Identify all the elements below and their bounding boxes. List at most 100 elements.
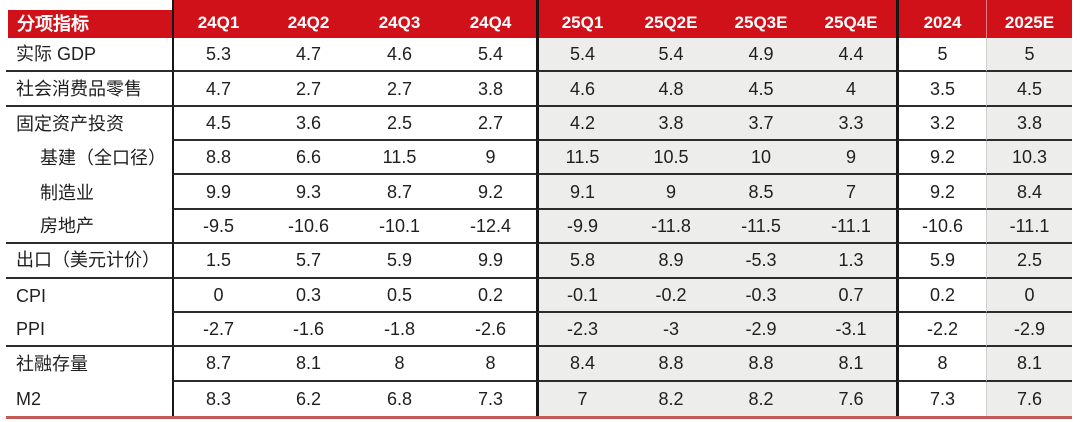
value-cell: 5.9 bbox=[896, 244, 986, 279]
row-label: 出口（美元计价） bbox=[6, 244, 172, 279]
value-cell: 8 bbox=[445, 347, 536, 382]
column-header: 25Q1 bbox=[536, 0, 626, 38]
value-cell: 4.5 bbox=[986, 72, 1072, 107]
value-cell: 8.8 bbox=[626, 347, 716, 382]
value-cell: 4.4 bbox=[806, 38, 896, 73]
value-cell: 9.2 bbox=[896, 141, 986, 176]
value-cell: 1.3 bbox=[806, 244, 896, 279]
value-cell: 4.9 bbox=[716, 38, 806, 73]
value-cell: 3.8 bbox=[445, 72, 536, 107]
value-cell: 2.5 bbox=[986, 244, 1072, 279]
column-header: 25Q3E bbox=[716, 0, 806, 38]
value-cell: 2.7 bbox=[445, 106, 536, 142]
value-cell: 5.3 bbox=[172, 38, 263, 73]
value-cell: 8.3 bbox=[172, 381, 263, 416]
value-cell: 5.8 bbox=[536, 244, 626, 279]
value-cell: 0.5 bbox=[354, 278, 445, 313]
row-label: 房地产 bbox=[6, 209, 172, 245]
value-cell: 9.9 bbox=[445, 244, 536, 279]
value-cell: 4.5 bbox=[716, 72, 806, 107]
value-cell: 3.5 bbox=[896, 72, 986, 107]
column-header: 24Q1 bbox=[172, 0, 263, 38]
value-cell: 4.2 bbox=[536, 106, 626, 142]
value-cell: 7.6 bbox=[806, 381, 896, 416]
value-cell: -2.7 bbox=[172, 312, 263, 348]
row-label: M2 bbox=[6, 381, 172, 416]
value-cell: 7 bbox=[536, 381, 626, 416]
value-cell: 8.1 bbox=[263, 347, 354, 382]
value-cell: 8.5 bbox=[716, 175, 806, 210]
value-cell: 9.9 bbox=[172, 175, 263, 210]
value-cell: 0.2 bbox=[896, 278, 986, 313]
column-header: 25Q2E bbox=[626, 0, 716, 38]
value-cell: 8.9 bbox=[626, 244, 716, 279]
value-cell: 4.7 bbox=[263, 38, 354, 73]
row-label: PPI bbox=[6, 312, 172, 348]
value-cell: 5.4 bbox=[536, 38, 626, 73]
value-cell: 4 bbox=[806, 72, 896, 107]
value-cell: 3.8 bbox=[986, 106, 1072, 142]
table-header-label-cell: 分项指标 bbox=[6, 0, 172, 38]
value-cell: 7.3 bbox=[896, 381, 986, 416]
column-header: 2025E bbox=[986, 0, 1072, 38]
value-cell: -0.1 bbox=[536, 278, 626, 313]
value-cell: -12.4 bbox=[445, 209, 536, 245]
value-cell: -2.3 bbox=[536, 312, 626, 348]
value-cell: 0.7 bbox=[806, 278, 896, 313]
value-cell: -2.2 bbox=[896, 312, 986, 348]
value-cell: 2.5 bbox=[354, 106, 445, 142]
value-cell: -1.8 bbox=[354, 312, 445, 348]
value-cell: 0 bbox=[986, 278, 1072, 313]
value-cell: 9.1 bbox=[536, 175, 626, 210]
value-cell: 5 bbox=[896, 38, 986, 73]
row-label: 基建（全口径） bbox=[6, 141, 172, 176]
value-cell: 0.3 bbox=[263, 278, 354, 313]
value-cell: 11.5 bbox=[354, 141, 445, 176]
value-cell: -3.1 bbox=[806, 312, 896, 348]
value-cell: 2.7 bbox=[354, 72, 445, 107]
value-cell: -11.8 bbox=[626, 209, 716, 245]
column-header: 24Q3 bbox=[354, 0, 445, 38]
value-cell: 5.4 bbox=[445, 38, 536, 73]
value-cell: 3.8 bbox=[626, 106, 716, 142]
value-cell: -2.6 bbox=[445, 312, 536, 348]
value-cell: -10.1 bbox=[354, 209, 445, 245]
value-cell: 8.8 bbox=[716, 347, 806, 382]
column-header: 24Q4 bbox=[445, 0, 536, 38]
value-cell: 5.4 bbox=[626, 38, 716, 73]
row-label: CPI bbox=[6, 278, 172, 313]
value-cell: 8 bbox=[354, 347, 445, 382]
value-cell: 7.3 bbox=[445, 381, 536, 416]
value-cell: 4.5 bbox=[172, 106, 263, 142]
value-cell: 8.8 bbox=[172, 141, 263, 176]
value-cell: -1.6 bbox=[263, 312, 354, 348]
value-cell: 9.2 bbox=[896, 175, 986, 210]
value-cell: 11.5 bbox=[536, 141, 626, 176]
value-cell: 10.3 bbox=[986, 141, 1072, 176]
value-cell: 1.5 bbox=[172, 244, 263, 279]
column-header: 2024 bbox=[896, 0, 986, 38]
value-cell: -11.1 bbox=[806, 209, 896, 245]
value-cell: 9.2 bbox=[445, 175, 536, 210]
value-cell: -11.5 bbox=[716, 209, 806, 245]
value-cell: 6.6 bbox=[263, 141, 354, 176]
column-header: 25Q4E bbox=[806, 0, 896, 38]
value-cell: 9 bbox=[445, 141, 536, 176]
value-cell: -5.3 bbox=[716, 244, 806, 279]
value-cell: 8.4 bbox=[536, 347, 626, 382]
value-cell: 5.7 bbox=[263, 244, 354, 279]
value-cell: 8 bbox=[896, 347, 986, 382]
table-header-label: 分项指标 bbox=[8, 10, 172, 38]
value-cell: 3.2 bbox=[896, 106, 986, 142]
row-label: 制造业 bbox=[6, 175, 172, 210]
column-header: 24Q2 bbox=[263, 0, 354, 38]
value-cell: 9 bbox=[806, 141, 896, 176]
value-cell: 8.1 bbox=[806, 347, 896, 382]
value-cell: 8.1 bbox=[986, 347, 1072, 382]
value-cell: 8.7 bbox=[172, 347, 263, 382]
value-cell: 10 bbox=[716, 141, 806, 176]
value-cell: 10.5 bbox=[626, 141, 716, 176]
value-cell: 8.7 bbox=[354, 175, 445, 210]
value-cell: -9.5 bbox=[172, 209, 263, 245]
